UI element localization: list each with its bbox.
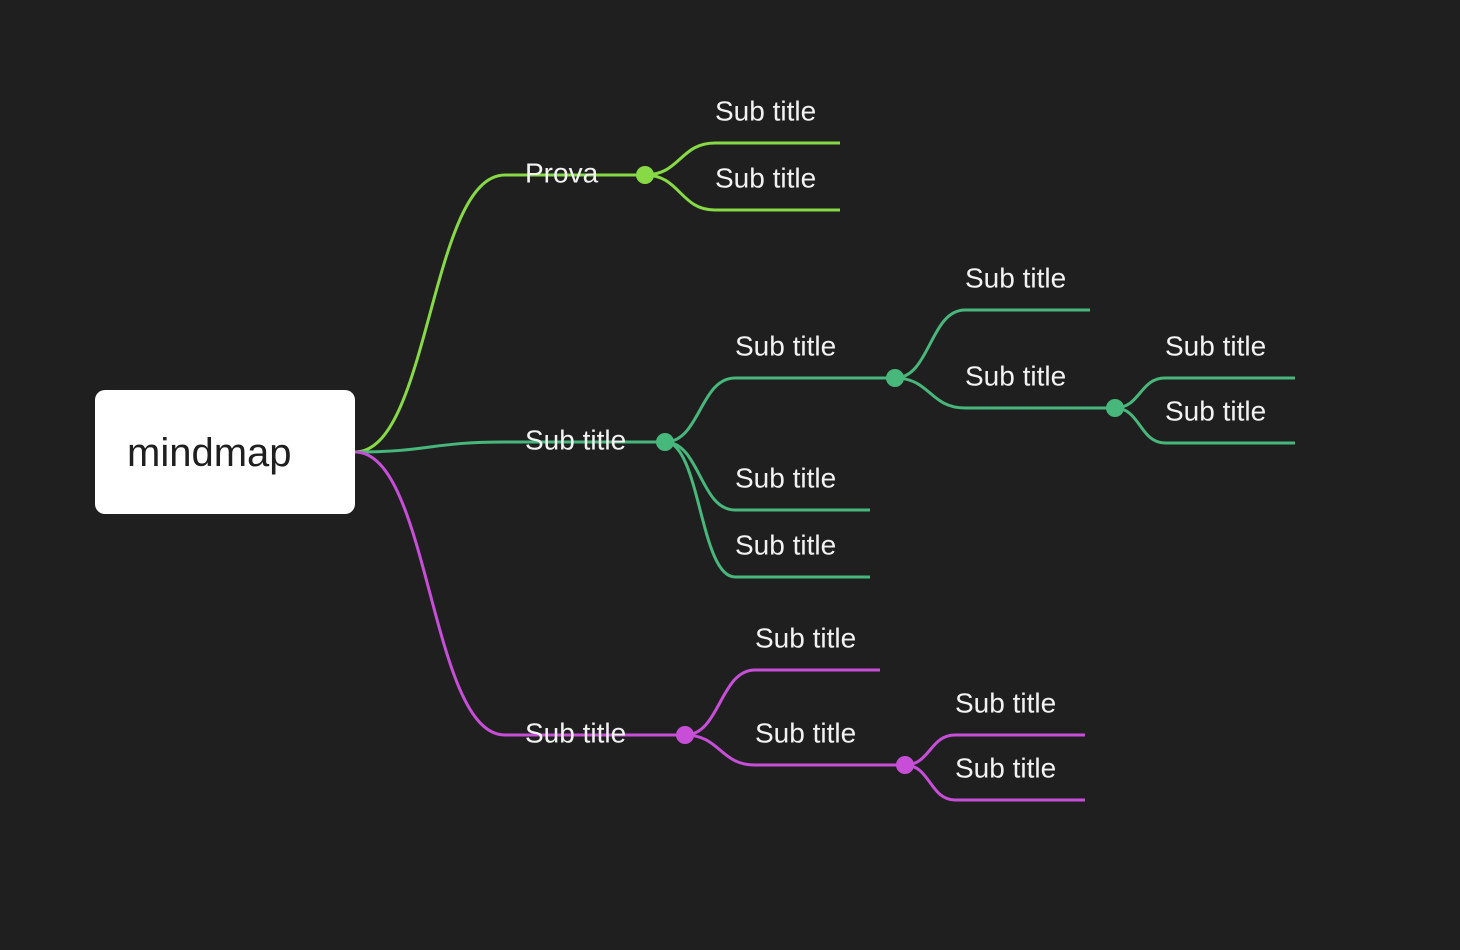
node-label-b1c1: Sub title (715, 95, 816, 126)
edge (645, 143, 715, 175)
branch-dot (886, 369, 904, 387)
edge (1115, 408, 1165, 443)
node-label-b2c1b1: Sub title (1165, 330, 1266, 361)
edge (685, 735, 755, 765)
node-label-b2c1b: Sub title (965, 360, 1066, 391)
node-label-b2c1: Sub title (735, 330, 836, 361)
edge (355, 452, 505, 735)
branch-dot (656, 433, 674, 451)
node-label-b2c1b2: Sub title (1165, 395, 1266, 426)
node-label-b1: Prova (525, 157, 599, 188)
edge (645, 175, 715, 210)
edge (665, 442, 735, 577)
node-label-b3c2b: Sub title (955, 752, 1056, 783)
node-label-b1c2: Sub title (715, 162, 816, 193)
dots-layer (636, 166, 1124, 774)
node-label-b2c2: Sub title (735, 462, 836, 493)
edge (895, 378, 965, 408)
edge (665, 378, 735, 442)
branch-dot (636, 166, 654, 184)
node-label-b3: Sub title (525, 717, 626, 748)
edge (905, 765, 955, 800)
edge (895, 310, 965, 378)
node-label-b2: Sub title (525, 424, 626, 455)
node-label-b2c3: Sub title (735, 529, 836, 560)
branch-dot (676, 726, 694, 744)
node-label-b2c1a: Sub title (965, 262, 1066, 293)
node-label-b3c2a: Sub title (955, 687, 1056, 718)
root-label: mindmap (127, 431, 292, 475)
edge (355, 175, 505, 452)
edge (685, 670, 755, 735)
node-label-b3c2: Sub title (755, 717, 856, 748)
node-label-b3c1: Sub title (755, 622, 856, 653)
branch-dot (896, 756, 914, 774)
root-node: mindmap (95, 390, 355, 514)
branch-dot (1106, 399, 1124, 417)
mindmap-diagram: mindmap Prova Sub title Sub title Sub title… (0, 0, 1460, 950)
edge (665, 442, 735, 510)
